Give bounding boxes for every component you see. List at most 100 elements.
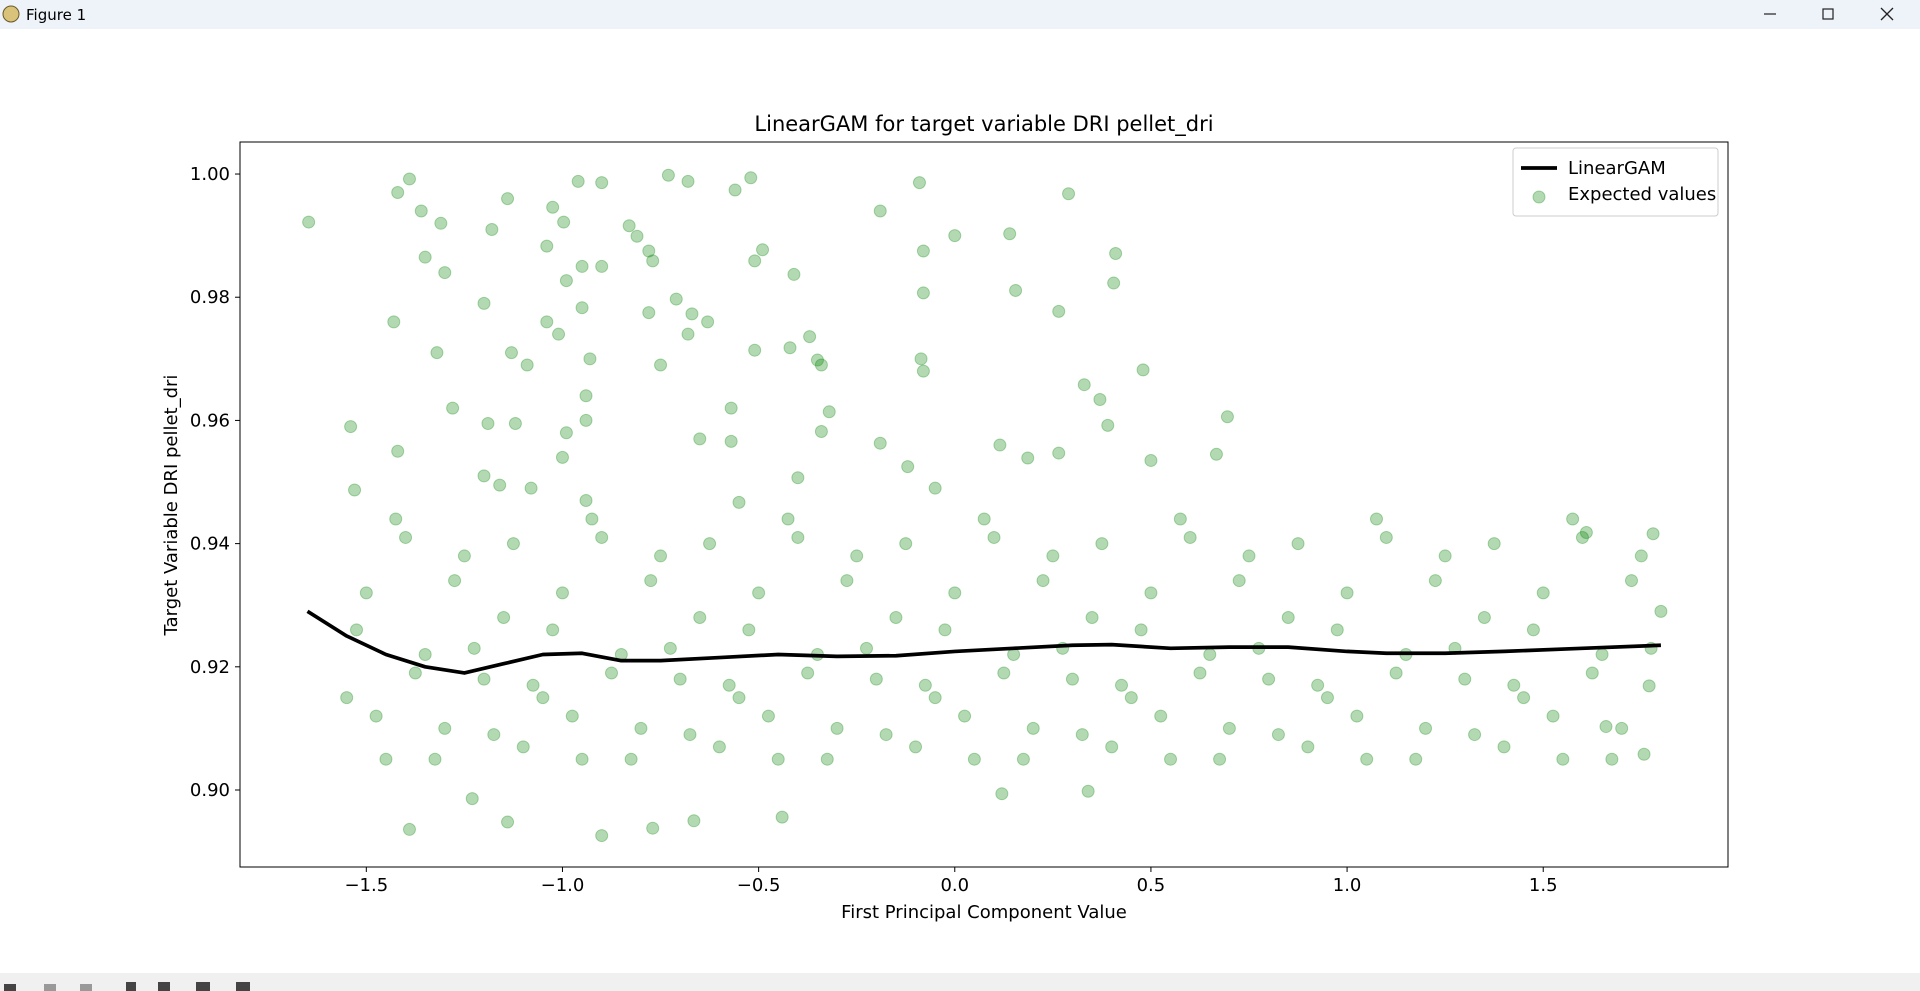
zoom-button[interactable]: [158, 982, 170, 991]
scatter-point: [948, 586, 962, 600]
scatter-point: [642, 306, 656, 320]
scatter-point: [909, 740, 923, 754]
scatter-point: [552, 327, 566, 341]
scatter-point: [430, 346, 444, 360]
scatter-point: [1438, 549, 1452, 563]
scatter-point: [1477, 611, 1491, 625]
scatter-point: [583, 352, 597, 366]
y-tick-label: 1.00: [190, 164, 230, 185]
toolbar: [0, 973, 1920, 991]
scatter-point: [860, 641, 874, 655]
scatter-point: [654, 358, 668, 372]
scatter-point: [873, 436, 887, 450]
scatter-point: [391, 186, 405, 200]
pan-button[interactable]: [126, 982, 136, 991]
scatter-point: [918, 678, 932, 692]
restore-button[interactable]: [1822, 8, 1834, 20]
scatter-point: [1360, 752, 1374, 766]
scatter-point: [787, 267, 801, 281]
close-button[interactable]: [1880, 7, 1894, 21]
scatter-point: [1311, 678, 1325, 692]
scatter-point: [1077, 378, 1091, 392]
scatter-point: [1330, 623, 1344, 637]
chart-title: LinearGAM for target variable DRI pellet…: [754, 112, 1213, 137]
scatter-point: [1209, 447, 1223, 461]
scatter-point: [681, 174, 695, 188]
scatter-point: [477, 296, 491, 310]
scatter-point: [1009, 283, 1023, 297]
scatter-point: [820, 752, 834, 766]
scatter-point: [1052, 304, 1066, 318]
scatter-point: [912, 176, 926, 190]
scatter-point: [402, 172, 416, 186]
scatter-point: [687, 814, 701, 828]
scatter-point: [1340, 586, 1354, 600]
back-button[interactable]: [44, 984, 56, 991]
scatter-point: [685, 307, 699, 321]
axes-frame: [239, 141, 1729, 868]
scatter-point: [555, 586, 569, 600]
scatter-point: [1144, 586, 1158, 600]
scatter-point: [504, 346, 518, 360]
scatter-point: [1232, 574, 1246, 588]
scatter-point: [595, 829, 609, 843]
scatter-point: [1281, 611, 1295, 625]
scatter-point: [1566, 512, 1580, 526]
scatter-point: [302, 215, 316, 229]
scatter-point: [814, 358, 828, 372]
scatter-point: [485, 222, 499, 236]
scatter-point: [1536, 586, 1550, 600]
scatter-point: [1579, 526, 1593, 540]
save-button[interactable]: [236, 982, 250, 991]
scatter-point: [434, 216, 448, 230]
scatter-point: [1428, 574, 1442, 588]
scatter-point: [497, 611, 511, 625]
scatter-point: [1379, 530, 1393, 544]
scatter-point: [1526, 623, 1540, 637]
scatter-point: [1065, 672, 1079, 686]
scatter-point: [1164, 752, 1178, 766]
scatter-point: [899, 537, 913, 551]
scatter-point: [579, 389, 593, 403]
scatter-point: [771, 752, 785, 766]
scatter-point: [732, 495, 746, 509]
scatter-point: [508, 416, 522, 430]
scatter-point: [916, 364, 930, 378]
scatter-point: [408, 666, 422, 680]
scatter-point: [646, 821, 660, 835]
scatter-point: [661, 168, 675, 182]
scatter-point: [728, 183, 742, 197]
scatter-point: [557, 215, 571, 229]
scatter-point: [1220, 410, 1234, 424]
scatter-point: [783, 341, 797, 355]
scatter-point: [379, 752, 393, 766]
scatter-point: [1575, 530, 1589, 544]
scatter-point: [791, 471, 805, 485]
configure-button[interactable]: [196, 982, 210, 991]
scatter-point: [624, 752, 638, 766]
scatter-point: [810, 353, 824, 367]
scatter-point: [540, 239, 554, 253]
home-button[interactable]: [4, 984, 16, 991]
x-axis-label: First Principal Component Value: [841, 902, 1127, 923]
scatter-point: [438, 266, 452, 280]
y-tick-label: 0.98: [190, 287, 230, 308]
scatter-point: [446, 401, 460, 415]
scatter-point: [1183, 530, 1197, 544]
y-tick-label: 0.92: [190, 657, 230, 678]
x-tick-label: −1.0: [541, 875, 585, 896]
scatter-point: [457, 549, 471, 563]
scatter-point: [579, 493, 593, 507]
forward-button[interactable]: [80, 984, 92, 991]
scatter-point: [781, 512, 795, 526]
scatter-point: [889, 611, 903, 625]
scatter-point: [555, 450, 569, 464]
x-tick-label: 1.5: [1529, 875, 1558, 896]
scatter-point: [448, 574, 462, 588]
scatter-point: [418, 250, 432, 264]
scatter-point: [369, 709, 383, 723]
scatter-point: [1144, 453, 1158, 467]
scatter-point: [830, 721, 844, 735]
scatter-point: [605, 666, 619, 680]
